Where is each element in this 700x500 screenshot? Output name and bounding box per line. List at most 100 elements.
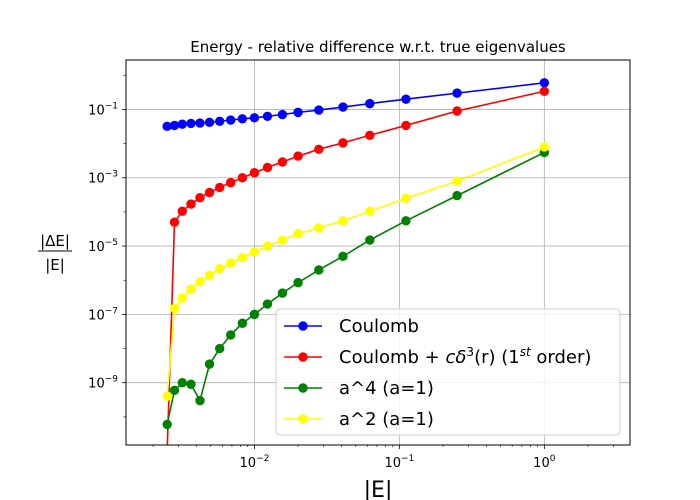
legend-box: [275, 308, 621, 436]
plot-frame: [125, 59, 631, 446]
data-point: [293, 229, 303, 239]
data-point: [186, 379, 196, 389]
data-point: [162, 391, 172, 401]
data-point: [314, 105, 324, 115]
data-point: [195, 277, 205, 287]
data-point: [249, 247, 260, 257]
data-point: [226, 258, 236, 268]
x-axis-label: |E|: [364, 478, 393, 500]
data-point: [169, 120, 180, 131]
data-point: [401, 193, 411, 204]
x-tick-label: 10−1: [384, 454, 414, 471]
data-point: [365, 206, 375, 216]
legend-marker-3: [298, 414, 308, 424]
axis-ticks: 10−2 10−1 100 10−9 10−7 10−5 10−3 10−1: [88, 74, 614, 471]
data-point: [539, 86, 550, 96]
data-point: [401, 216, 411, 226]
y-tick-label: 10−3: [88, 170, 118, 187]
data-point: [169, 217, 180, 227]
legend-marker-0: [298, 321, 308, 331]
series-2: [162, 147, 550, 430]
data-point: [226, 115, 236, 125]
data-point: [539, 142, 550, 152]
data-point: [204, 187, 215, 198]
legend: Coulomb Coulomb + cδ3(r) (1st order) a^4 (…: [275, 308, 621, 436]
data-point: [186, 284, 196, 294]
data-point: [186, 118, 196, 129]
y-axis-label-numerator: |ΔE|: [40, 232, 70, 250]
data-point: [401, 94, 411, 104]
data-point: [169, 303, 180, 314]
data-point: [226, 330, 236, 340]
data-point: [262, 299, 273, 309]
data-point: [338, 216, 348, 226]
data-point: [293, 151, 303, 161]
legend-label-2: a^4 (a=1): [339, 378, 434, 399]
data-point: [195, 118, 205, 128]
data-point: [177, 119, 188, 129]
data-point: [277, 288, 288, 298]
data-point: [277, 235, 288, 245]
data-point: [204, 359, 215, 369]
data-point: [177, 293, 188, 303]
y-axis-label: |ΔE| |E|: [38, 232, 72, 274]
plot-series: [162, 78, 550, 445]
data-point: [204, 117, 215, 128]
data-point: [215, 116, 225, 126]
data-point: [293, 107, 303, 118]
series-1: [166, 86, 550, 445]
y-tick-label: 10−7: [88, 306, 118, 323]
data-point: [314, 223, 324, 233]
data-point: [249, 309, 260, 320]
legend-label-0: Coulomb: [339, 316, 419, 337]
data-point: [314, 144, 324, 155]
data-point: [365, 98, 375, 109]
data-point: [215, 263, 225, 274]
data-point: [237, 173, 248, 183]
data-point: [237, 252, 248, 263]
legend-marker-1: [298, 352, 308, 362]
data-point: [277, 157, 288, 167]
data-point: [338, 138, 348, 148]
data-point: [277, 109, 288, 120]
data-point: [452, 176, 462, 186]
data-point: [365, 235, 375, 245]
data-point: [452, 190, 462, 201]
data-point: [262, 162, 273, 173]
data-point: [169, 385, 180, 395]
y-tick-label: 10−1: [88, 101, 118, 118]
data-point: [249, 168, 260, 178]
legend-label-3: a^2 (a=1): [339, 409, 434, 430]
data-point: [237, 318, 248, 328]
series-0: [162, 78, 550, 132]
y-tick-label: 10−9: [88, 375, 118, 392]
data-point: [177, 377, 188, 388]
x-tick-label: 100: [533, 454, 556, 471]
data-point: [186, 199, 196, 209]
data-point: [314, 265, 324, 275]
data-point: [195, 193, 205, 203]
data-point: [249, 113, 260, 123]
data-point: [162, 419, 172, 430]
data-point: [539, 78, 550, 88]
data-point: [262, 111, 273, 121]
data-point: [401, 120, 411, 131]
data-point: [452, 88, 462, 98]
legend-label-1: Coulomb + cδ3(r) (1st order): [339, 345, 591, 368]
data-point: [365, 130, 375, 140]
series-3: [162, 142, 550, 401]
x-tick-label: 10−2: [240, 454, 270, 471]
data-point: [195, 395, 205, 406]
data-point: [293, 277, 303, 288]
data-point: [338, 251, 348, 262]
data-point: [215, 343, 225, 354]
data-point: [215, 182, 225, 193]
grid-lines: [126, 60, 630, 445]
y-tick-label: 10−5: [88, 238, 118, 255]
data-point: [177, 206, 188, 216]
chart-title: Energy - relative difference w.r.t. true…: [190, 38, 566, 56]
data-point: [204, 270, 215, 280]
legend-marker-2: [298, 383, 308, 393]
data-point: [237, 114, 248, 124]
